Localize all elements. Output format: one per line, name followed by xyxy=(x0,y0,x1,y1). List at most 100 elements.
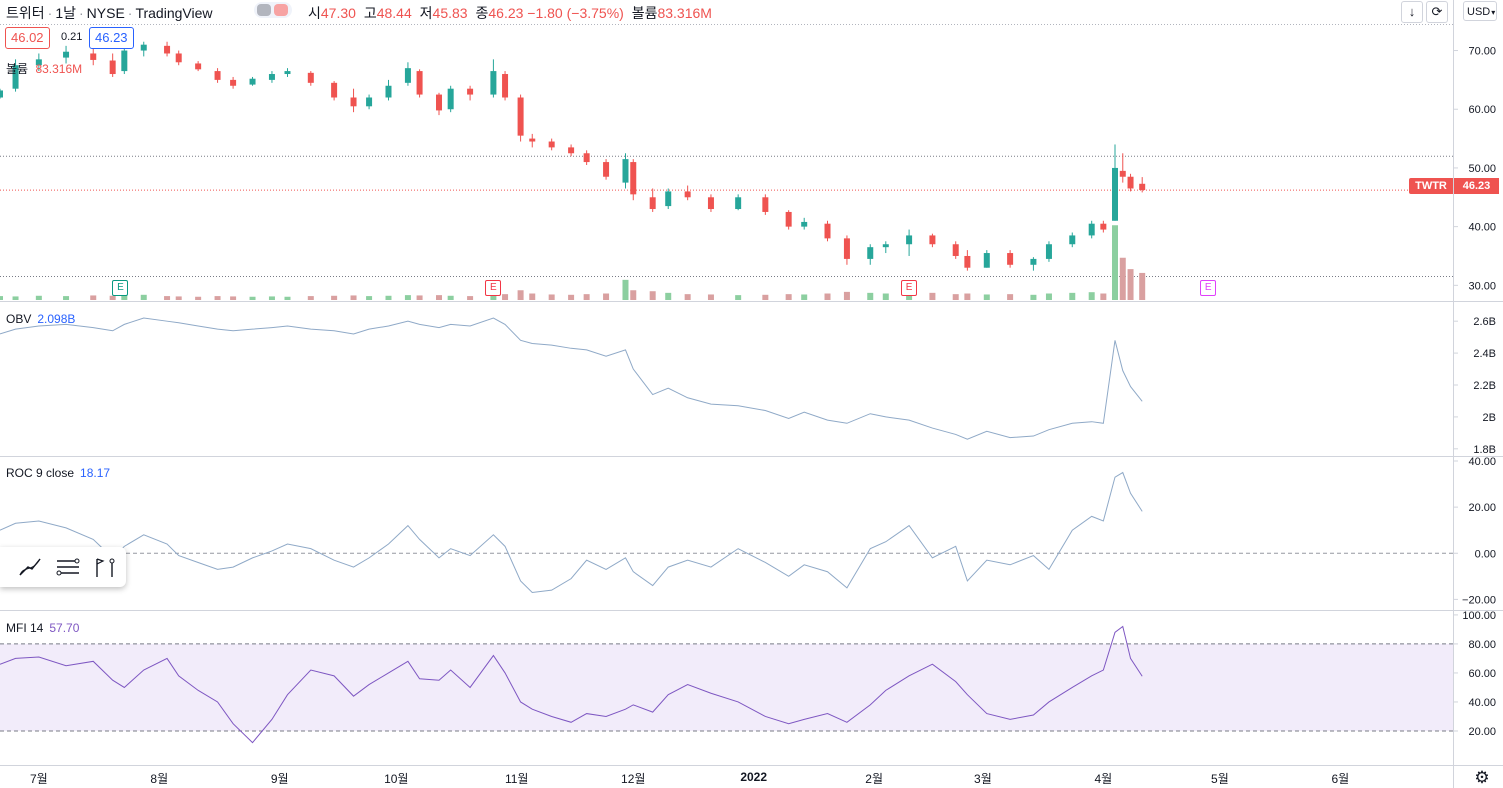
candle-body xyxy=(436,94,443,111)
volume-legend-key: 볼륨 xyxy=(6,62,29,76)
volume-legend-value: 83.316M xyxy=(35,62,83,76)
volume-bar xyxy=(603,293,610,300)
symbol-name[interactable]: 트위터 xyxy=(6,5,45,21)
time-axis-label: 2월 xyxy=(865,772,883,786)
candle-body xyxy=(447,88,454,110)
candle-body xyxy=(490,71,497,95)
time-axis-label: 11월 xyxy=(504,772,529,786)
candle-body xyxy=(1007,253,1014,265)
roc-value: 18.17 xyxy=(80,466,111,480)
candle-body xyxy=(684,191,691,198)
volume-bar xyxy=(684,294,691,300)
candle-body xyxy=(1127,176,1134,189)
candle-body xyxy=(1112,167,1119,221)
volume-bar xyxy=(35,295,42,300)
volume-bar xyxy=(63,296,70,300)
earnings-marker[interactable]: E xyxy=(1200,280,1217,296)
roc-legend[interactable]: ROC 9 close 18.17 xyxy=(6,466,110,480)
trend-line-icon[interactable] xyxy=(18,555,44,579)
mfi-tick-label: 100.00 xyxy=(1462,610,1496,622)
candle-body xyxy=(385,85,392,98)
time-axis-label: 5월 xyxy=(1211,772,1229,786)
source-label: TradingView xyxy=(135,5,213,21)
compare-icon[interactable] xyxy=(254,2,292,18)
price-tick-label: 60.00 xyxy=(1468,104,1496,116)
currency-select[interactable]: USD▾ xyxy=(1463,1,1497,21)
volume-bar xyxy=(517,290,524,300)
candle-body xyxy=(801,221,808,227)
time-axis-label: 3월 xyxy=(974,772,992,786)
volume-bar xyxy=(195,296,202,300)
volume-bar xyxy=(964,293,971,300)
mfi-tick-label: 80.00 xyxy=(1468,639,1496,651)
candle-body xyxy=(404,68,411,83)
price-tick-label: 50.00 xyxy=(1468,163,1496,175)
volume-bar xyxy=(90,295,97,300)
ohlc-values: 시47.30 고48.44 저45.83 종46.23 −1.80 (−3.75… xyxy=(308,3,716,23)
candle-body xyxy=(175,53,182,63)
candle-body xyxy=(735,197,742,210)
candle-body xyxy=(350,97,357,107)
candle-body xyxy=(649,197,656,210)
volume-bar xyxy=(0,296,3,300)
obv-tick-label: 2.2B xyxy=(1473,380,1496,392)
volume-bar xyxy=(467,296,474,300)
candle-body xyxy=(583,153,590,163)
mfi-legend[interactable]: MFI 14 57.70 xyxy=(6,621,79,635)
low-value: 45.83 xyxy=(432,5,468,21)
gear-icon[interactable]: ⚙ xyxy=(1474,768,1490,787)
obv-title: OBV xyxy=(6,312,32,326)
volume-bar xyxy=(447,295,454,300)
fib-lines-icon[interactable] xyxy=(55,555,81,579)
candle-body xyxy=(214,71,221,80)
time-axis-label: 7월 xyxy=(29,772,48,786)
volume-bar xyxy=(249,296,256,300)
annotation-icon[interactable] xyxy=(92,555,118,579)
candle-body xyxy=(762,197,769,212)
last-price-tag: TWTR 46.23 xyxy=(1409,178,1499,194)
fullscreen-icon[interactable]: ⟳ xyxy=(1426,1,1448,23)
candle-body xyxy=(517,97,524,136)
buy-price-button[interactable]: 46.23 xyxy=(89,27,134,49)
volume-bar xyxy=(622,279,629,300)
volume-bar xyxy=(735,295,742,300)
volume-bar xyxy=(385,295,392,300)
candle-body xyxy=(1100,223,1107,230)
volume-bar xyxy=(404,295,411,300)
candle-body xyxy=(983,253,990,268)
roc-tick-label: −20.00 xyxy=(1462,594,1496,606)
obv-tick-label: 2.6B xyxy=(1473,316,1496,328)
candle-body xyxy=(164,45,171,54)
volume-bar xyxy=(762,294,769,300)
candle-body xyxy=(1139,183,1146,191)
volume-bar xyxy=(214,296,221,300)
volume-bar xyxy=(649,291,656,300)
volume-value: 83.316M xyxy=(657,5,712,21)
volume-bar xyxy=(665,292,672,300)
volume-bar xyxy=(1007,294,1014,300)
sell-price-button[interactable]: 46.02 xyxy=(5,27,50,49)
volume-bar xyxy=(1119,257,1126,300)
interval-label[interactable]: 1날 xyxy=(55,5,76,21)
roc-tick-label: 0.00 xyxy=(1475,548,1496,560)
obv-value: 2.098B xyxy=(37,312,76,326)
volume-bar xyxy=(801,294,808,300)
candle-body xyxy=(843,238,850,259)
volume-bar xyxy=(1139,272,1146,300)
earnings-marker[interactable]: E xyxy=(112,280,129,296)
obv-legend[interactable]: OBV 2.098B xyxy=(6,312,75,326)
volume-bar xyxy=(366,296,373,300)
volume-bar xyxy=(952,294,959,300)
obv-tick-label: 2B xyxy=(1483,412,1496,424)
candle-body xyxy=(35,59,42,66)
earnings-marker[interactable]: E xyxy=(901,280,918,296)
volume-bar xyxy=(230,296,237,300)
earnings-marker[interactable]: E xyxy=(485,280,502,296)
volume-bar xyxy=(929,292,936,300)
candle-body xyxy=(785,211,792,227)
exchange-label: NYSE xyxy=(86,5,125,21)
candle-body xyxy=(307,72,314,83)
volume-bar xyxy=(630,290,637,300)
arrow-down-icon[interactable]: ↓ xyxy=(1401,1,1423,23)
